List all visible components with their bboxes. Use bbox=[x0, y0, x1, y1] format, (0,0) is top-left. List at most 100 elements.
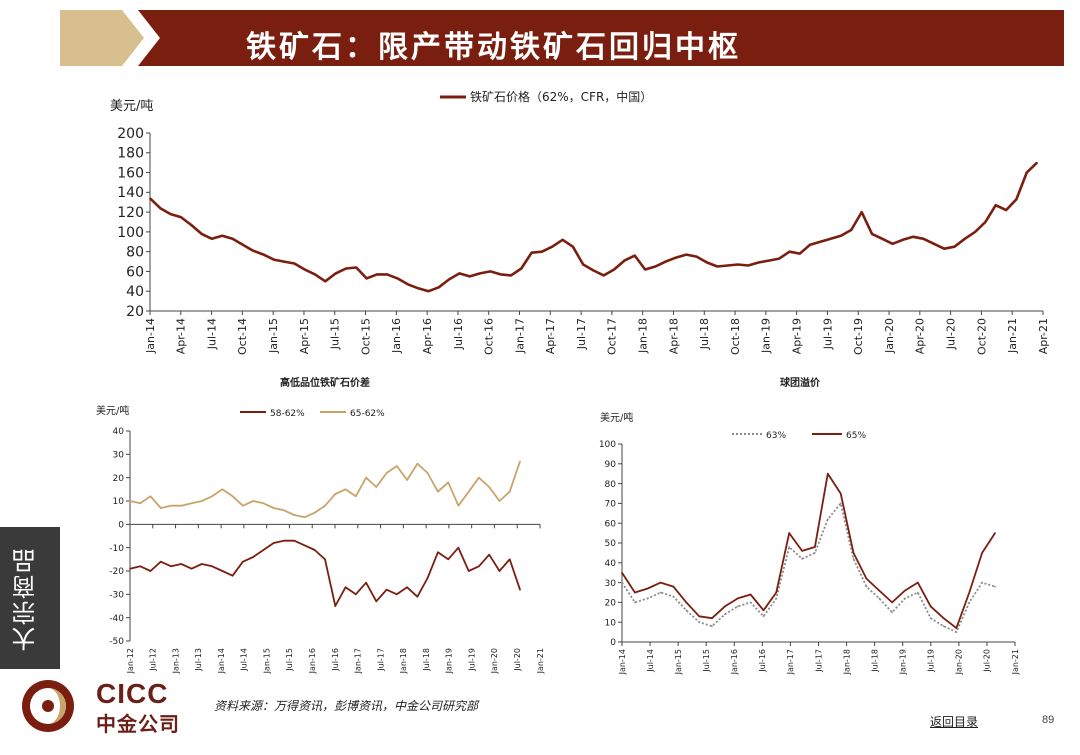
pellet-premium-y-tick-label: 10 bbox=[605, 618, 617, 628]
pellet-premium-data-point bbox=[711, 625, 713, 627]
premium-spread-x-tick-label: Jan-16 bbox=[308, 648, 317, 674]
premium-spread-x-tick-label: Jul-20 bbox=[513, 648, 522, 672]
main-x-tick-label: Apr-17 bbox=[544, 318, 557, 354]
main-data-point bbox=[1036, 161, 1038, 164]
pellet-premium-x-tick-label: Jan-17 bbox=[786, 649, 795, 675]
main-data-point bbox=[644, 268, 646, 271]
back-to-contents-link[interactable]: 返回目录 bbox=[930, 715, 979, 729]
pellet-premium-x-tick-label: Jul-20 bbox=[983, 649, 992, 673]
main-data-point bbox=[396, 277, 399, 280]
main-data-point bbox=[809, 243, 811, 246]
main-y-tick-label: 140 bbox=[117, 185, 144, 201]
premium-spread-data-point bbox=[201, 500, 203, 502]
main-data-point bbox=[799, 252, 801, 255]
main-data-point bbox=[716, 265, 719, 268]
premium-spread-x-tick-label: Jul-15 bbox=[285, 648, 294, 672]
pellet-premium-data-point bbox=[672, 585, 675, 588]
premium-spread-data-point bbox=[519, 588, 521, 591]
main-data-point bbox=[314, 273, 316, 276]
main-data-point bbox=[840, 235, 842, 237]
premium-spread-data-point bbox=[344, 488, 347, 491]
pellet-premium-data-point bbox=[942, 625, 945, 627]
premium-spread-data-point bbox=[355, 593, 357, 596]
main-data-point bbox=[891, 243, 894, 245]
cicc-logo-icon bbox=[22, 680, 74, 732]
pellet-premium-series-line bbox=[621, 472, 996, 629]
pellet-premium-data-point bbox=[762, 609, 765, 612]
main-data-point bbox=[871, 233, 873, 235]
premium-spread-data-point bbox=[375, 486, 378, 488]
main-x-tick-label: Oct-18 bbox=[729, 318, 742, 355]
pellet-premium-y-tick-label: 20 bbox=[605, 599, 617, 609]
pellet-premium-data-point bbox=[762, 615, 765, 618]
pellet-premium-data-point bbox=[942, 617, 945, 619]
pellet-premium-data-point bbox=[672, 595, 675, 598]
main-x-tick-label: Oct-20 bbox=[975, 318, 988, 355]
pellet-premium-data-point bbox=[788, 546, 790, 548]
main-data-point bbox=[922, 238, 925, 240]
main-x-tick-label: Oct-14 bbox=[236, 318, 249, 355]
pellet-premium-data-point bbox=[814, 552, 816, 554]
main-data-point bbox=[788, 250, 791, 253]
premium-spread-x-tick-label: Jul-12 bbox=[149, 648, 158, 672]
premium-spread-data-point bbox=[426, 472, 429, 474]
premium-spread-y-tick-label: -30 bbox=[109, 590, 124, 600]
premium-spread-data-point bbox=[324, 504, 326, 507]
main-data-point bbox=[499, 273, 502, 276]
premium-spread-data-point bbox=[129, 500, 131, 502]
main-data-point bbox=[943, 247, 945, 250]
premium-spread-data-point bbox=[396, 465, 398, 467]
main-data-point bbox=[355, 266, 358, 269]
premium-spread-data-point bbox=[488, 486, 491, 488]
pellet-premium-y-tick-label: 30 bbox=[605, 579, 617, 589]
main-data-point bbox=[881, 238, 884, 240]
premium-spread-data-point bbox=[252, 556, 254, 558]
pellet-premium-data-point bbox=[994, 532, 996, 534]
premium-spread-y-tick-label: 10 bbox=[113, 497, 125, 507]
main-data-point bbox=[273, 258, 275, 261]
premium-spread-data-point bbox=[324, 558, 326, 561]
premium-spread-data-point bbox=[170, 504, 172, 507]
main-y-tick-label: 80 bbox=[126, 245, 144, 261]
premium-spread-data-point bbox=[272, 542, 275, 544]
pellet-premium-series-line bbox=[621, 502, 996, 633]
pellet-premium-data-point bbox=[839, 492, 842, 495]
main-data-point bbox=[747, 264, 749, 267]
page-number: 89 bbox=[1042, 714, 1055, 726]
premium-spread-x-tick-label: Jul-18 bbox=[422, 648, 431, 672]
main-data-point bbox=[819, 241, 822, 243]
premium-spread-y-tick-label: 40 bbox=[113, 427, 125, 437]
main-x-tick-label: Jul-19 bbox=[821, 318, 834, 350]
premium-spread-data-point bbox=[293, 539, 296, 542]
premium-spread-data-point bbox=[365, 581, 367, 584]
pellet-premium-data-point bbox=[865, 585, 868, 588]
premium-spread-data-point bbox=[519, 460, 521, 463]
premium-spread-data-point bbox=[190, 502, 193, 505]
main-data-point bbox=[561, 239, 564, 241]
main-data-point bbox=[902, 239, 904, 241]
main-data-point bbox=[706, 261, 708, 264]
main-data-point bbox=[303, 268, 306, 271]
pellet-premium-data-point bbox=[955, 627, 958, 629]
section-side-tab[interactable]: 大宗商品 bbox=[0, 527, 60, 669]
pellet-premium-data-point bbox=[904, 597, 906, 600]
main-data-point bbox=[623, 259, 626, 262]
main-data-point bbox=[345, 267, 347, 270]
pellet-premium-data-point bbox=[749, 601, 752, 604]
premium-spread-data-point bbox=[242, 504, 244, 507]
premium-spread-series-line bbox=[129, 539, 521, 607]
premium-spread-y-tick-label: 0 bbox=[118, 520, 124, 530]
premium-spread-x-tick-label: Jan-21 bbox=[536, 648, 545, 674]
pellet-premium-data-point bbox=[852, 552, 855, 554]
main-x-tick-label: Apr-18 bbox=[667, 318, 680, 354]
main-data-point bbox=[860, 211, 863, 213]
main-y-tick-label: 160 bbox=[117, 165, 144, 181]
premium-spread-data-point bbox=[231, 574, 234, 577]
pellet-premium-data-point bbox=[994, 585, 996, 588]
premium-spread-data-point bbox=[447, 481, 450, 484]
pellet-premium-data-point bbox=[852, 558, 855, 560]
pellet-premium-data-point bbox=[724, 605, 726, 608]
main-data-point bbox=[933, 243, 935, 245]
premium-spread-data-point bbox=[160, 560, 162, 563]
main-data-point bbox=[768, 259, 770, 262]
